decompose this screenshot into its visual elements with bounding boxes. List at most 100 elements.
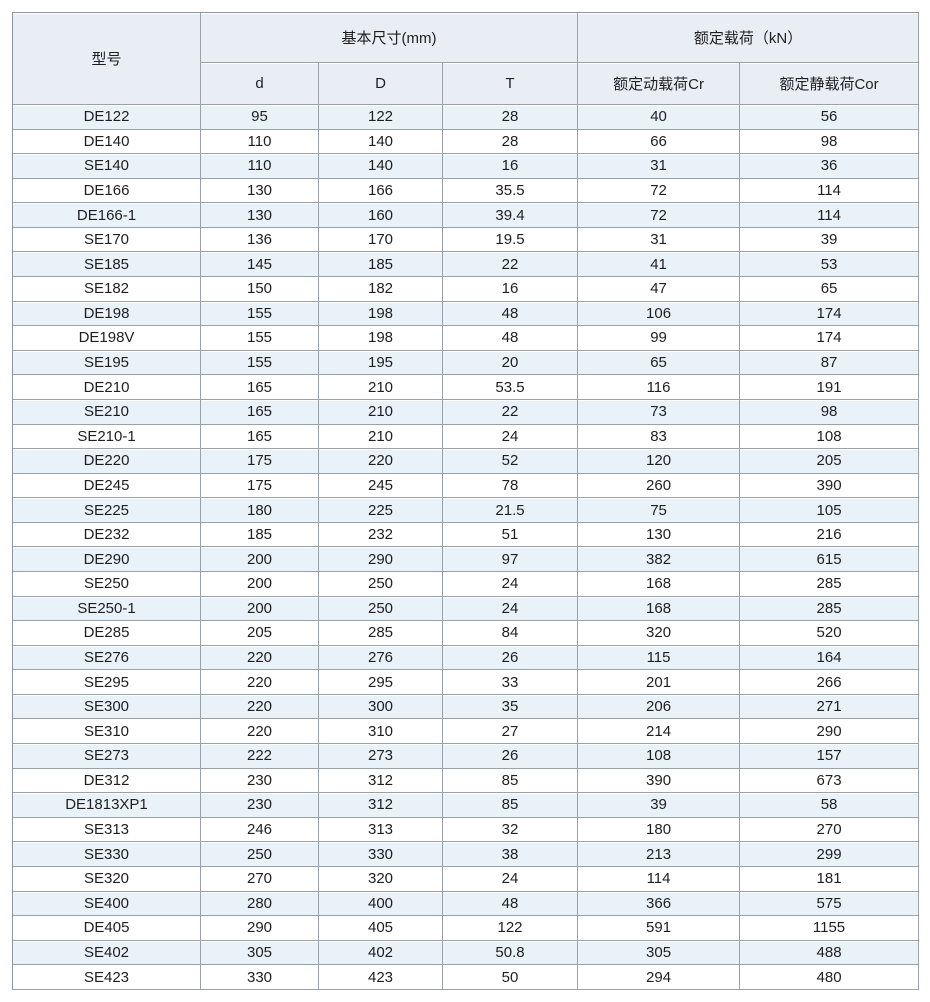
cell-cr: 116 xyxy=(578,375,741,400)
cell-cr: 39 xyxy=(578,793,741,818)
cell-model: SE402 xyxy=(13,940,201,966)
cell-model: SE423 xyxy=(13,965,201,990)
table-row: SE225 180 225 21.5 75 105 xyxy=(13,498,920,523)
cell-T: 24 xyxy=(443,866,579,892)
cell-T: 35.5 xyxy=(443,178,579,204)
cell-T: 19.5 xyxy=(443,227,579,253)
cell-d: 230 xyxy=(201,768,319,794)
table-row: SE182 150 182 16 47 65 xyxy=(13,277,920,302)
cell-model: DE245 xyxy=(13,473,201,499)
cell-T: 38 xyxy=(443,842,579,867)
cell-cor: 58 xyxy=(740,793,920,818)
cell-cr: 73 xyxy=(578,399,741,425)
cell-T: 32 xyxy=(443,817,579,843)
cell-model: DE285 xyxy=(13,621,201,646)
cell-cr: 72 xyxy=(578,203,741,228)
cell-T: 85 xyxy=(443,793,579,818)
table-row: DE122 95 122 28 40 56 xyxy=(13,105,920,130)
cell-cr: 180 xyxy=(578,817,741,843)
table-row: SE330 250 330 38 213 299 xyxy=(13,842,920,867)
table-row: SE210-1 165 210 24 83 108 xyxy=(13,424,920,450)
cell-model: SE313 xyxy=(13,817,201,843)
cell-T: 24 xyxy=(443,596,579,622)
cell-model: DE405 xyxy=(13,916,201,941)
cell-D: 185 xyxy=(319,252,443,278)
cell-D: 330 xyxy=(319,842,443,867)
cell-D: 250 xyxy=(319,596,443,622)
col-header-D: D xyxy=(319,63,443,105)
cell-model: SE276 xyxy=(13,645,201,671)
cell-cr: 213 xyxy=(578,842,741,867)
cell-model: SE273 xyxy=(13,744,201,769)
cell-D: 225 xyxy=(319,498,443,523)
cell-T: 51 xyxy=(443,522,579,548)
cell-D: 290 xyxy=(319,547,443,572)
cell-D: 122 xyxy=(319,105,443,130)
cell-D: 160 xyxy=(319,203,443,228)
table-row: SE140 110 140 16 31 36 xyxy=(13,154,920,179)
cell-D: 232 xyxy=(319,522,443,548)
cell-cor: 271 xyxy=(740,694,920,720)
table-header: 型号 基本尺寸(mm) 额定载荷（kN） d D T 额定动载荷Cr 额定静载荷… xyxy=(13,13,920,105)
cell-T: 48 xyxy=(443,891,579,917)
cell-d: 220 xyxy=(201,670,319,695)
cell-model: DE210 xyxy=(13,375,201,400)
cell-cr: 108 xyxy=(578,744,741,769)
cell-d: 175 xyxy=(201,473,319,499)
cell-T: 78 xyxy=(443,473,579,499)
cell-model: SE330 xyxy=(13,842,201,867)
cell-cor: 216 xyxy=(740,522,920,548)
table-row: SE250 200 250 24 168 285 xyxy=(13,571,920,597)
table-row: SE300 220 300 35 206 271 xyxy=(13,694,920,720)
table-row: SE310 220 310 27 214 290 xyxy=(13,719,920,745)
cell-D: 276 xyxy=(319,645,443,671)
cell-d: 155 xyxy=(201,301,319,327)
cell-d: 330 xyxy=(201,965,319,990)
cell-model: SE140 xyxy=(13,154,201,179)
col-header-model: 型号 xyxy=(13,13,201,105)
table-row: SE276 220 276 26 115 164 xyxy=(13,645,920,671)
cell-cr: 83 xyxy=(578,424,741,450)
table-row: SE210 165 210 22 73 98 xyxy=(13,399,920,425)
cell-D: 210 xyxy=(319,375,443,400)
table-row: DE210 165 210 53.5 116 191 xyxy=(13,375,920,400)
cell-cr: 382 xyxy=(578,547,741,572)
cell-d: 155 xyxy=(201,350,319,376)
cell-D: 210 xyxy=(319,424,443,450)
table-row: DE245 175 245 78 260 390 xyxy=(13,473,920,499)
cell-d: 150 xyxy=(201,277,319,302)
cell-cr: 294 xyxy=(578,965,741,990)
table-row: SE170 136 170 19.5 31 39 xyxy=(13,227,920,253)
cell-cr: 106 xyxy=(578,301,741,327)
cell-cor: 98 xyxy=(740,129,920,155)
cell-model: DE140 xyxy=(13,129,201,155)
cell-cor: 575 xyxy=(740,891,920,917)
cell-D: 312 xyxy=(319,793,443,818)
cell-D: 166 xyxy=(319,178,443,204)
cell-T: 53.5 xyxy=(443,375,579,400)
cell-model: SE225 xyxy=(13,498,201,523)
col-header-dynamic-load-cr: 额定动载荷Cr xyxy=(578,63,741,105)
cell-D: 140 xyxy=(319,154,443,179)
cell-d: 220 xyxy=(201,719,319,745)
cell-cor: 205 xyxy=(740,449,920,474)
cell-d: 250 xyxy=(201,842,319,867)
cell-cr: 31 xyxy=(578,154,741,179)
cell-cr: 168 xyxy=(578,571,741,597)
table-row: SE423 330 423 50 294 480 xyxy=(13,965,920,990)
cell-cor: 39 xyxy=(740,227,920,253)
cell-T: 16 xyxy=(443,154,579,179)
cell-T: 85 xyxy=(443,768,579,794)
cell-d: 200 xyxy=(201,571,319,597)
cell-D: 140 xyxy=(319,129,443,155)
cell-D: 310 xyxy=(319,719,443,745)
cell-cor: 480 xyxy=(740,965,920,990)
header-row-groups: 型号 基本尺寸(mm) 额定载荷（kN） xyxy=(13,13,920,105)
cell-cr: 591 xyxy=(578,916,741,941)
cell-cor: 157 xyxy=(740,744,920,769)
cell-cor: 105 xyxy=(740,498,920,523)
cell-T: 122 xyxy=(443,916,579,941)
cell-model: SE195 xyxy=(13,350,201,376)
cell-cor: 1155 xyxy=(740,916,920,941)
